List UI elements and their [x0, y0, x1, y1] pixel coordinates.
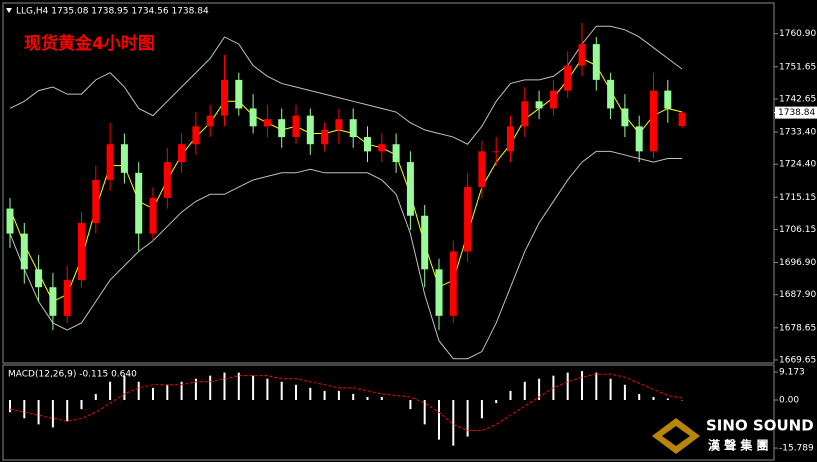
logo-name: SINO SOUND — [706, 417, 814, 435]
candle-body — [406, 162, 414, 216]
logo: SINO SOUND 漢 聲 集 團 — [652, 417, 814, 454]
candle-body — [592, 44, 600, 80]
candle-body — [507, 126, 514, 152]
y-tick-label: 0.00 — [779, 396, 799, 406]
candle-body — [235, 79, 243, 109]
candle-body — [335, 119, 343, 130]
y-tick-label: 9.173 — [779, 368, 805, 378]
candle-body — [63, 280, 71, 316]
logo-icon-inner — [662, 426, 690, 446]
candle-body — [120, 144, 128, 173]
candle-body — [6, 208, 14, 234]
candle-body — [464, 187, 472, 252]
candle-body — [521, 101, 529, 127]
candle-body — [149, 197, 157, 234]
y-tick-label: 1751.65 — [779, 62, 816, 72]
y-tick-label: 1687.90 — [779, 290, 816, 300]
candle-body — [106, 144, 114, 180]
indicator-line — [9, 25, 683, 145]
candle-body — [549, 90, 557, 109]
candle-body — [607, 79, 615, 109]
macd-frame — [2, 364, 775, 461]
candle-body — [435, 269, 443, 316]
candle-body — [378, 144, 386, 152]
current-price-box — [775, 106, 817, 119]
candle-body — [35, 269, 43, 288]
candle-body — [664, 90, 672, 109]
indicator-line — [9, 150, 683, 360]
candle-body — [78, 222, 85, 281]
candle-body — [449, 251, 457, 316]
main-frame — [2, 2, 775, 364]
candle-body — [535, 101, 543, 109]
y-tick-label: 1733.40 — [779, 128, 816, 138]
y-tick-label: 1696.90 — [779, 258, 816, 268]
current-price-label: 1738.84 — [778, 108, 815, 118]
candle-body — [192, 126, 200, 145]
candle-body — [135, 172, 143, 234]
y-tick-label: 1715.15 — [779, 193, 816, 203]
menu-arrow[interactable] — [6, 8, 12, 13]
y-tick-label: -15.789 — [779, 444, 814, 454]
y-tick-label: 1669.65 — [779, 355, 816, 365]
candle-body — [635, 126, 643, 152]
candle-body — [650, 90, 657, 152]
candle-body — [392, 144, 400, 163]
candle-body — [492, 151, 500, 153]
candle-body — [206, 115, 214, 127]
y-tick-label: 1742.65 — [779, 94, 816, 104]
candle-body — [263, 119, 271, 127]
candle-body — [421, 215, 429, 270]
candle-body — [349, 119, 357, 138]
candle-body — [92, 179, 100, 223]
y-tick-label: 1706.15 — [779, 225, 816, 235]
candle-body — [364, 137, 371, 152]
macd-signal — [9, 373, 683, 431]
logo-subtitle: 漢 聲 集 團 — [708, 438, 769, 453]
candle-body — [578, 44, 586, 66]
candle-body — [163, 162, 171, 198]
y-tick-label: 1760.90 — [779, 29, 816, 39]
y-tick-label: 1724.40 — [779, 160, 816, 170]
candle-body — [278, 119, 286, 138]
candle-body — [49, 287, 57, 316]
macd-title: MACD(12,26,9) -0.115 0.640 — [8, 370, 137, 380]
candle-body — [292, 115, 300, 138]
candle-body — [306, 115, 314, 145]
candle-body — [564, 65, 572, 91]
candle-body — [621, 108, 629, 127]
candle-body — [249, 108, 257, 127]
candle-body — [321, 129, 329, 145]
candle-body — [478, 151, 486, 188]
candle-body — [20, 233, 28, 270]
candle-body — [221, 79, 228, 116]
candle-body — [178, 144, 186, 163]
candle-body — [678, 112, 686, 127]
y-tick-label: 1678.65 — [779, 323, 816, 333]
symbol-line: LLG,H4 1735.08 1738.95 1734.56 1738.84 — [16, 7, 209, 17]
chart-title: 现货黄金4小时图 — [24, 33, 155, 54]
